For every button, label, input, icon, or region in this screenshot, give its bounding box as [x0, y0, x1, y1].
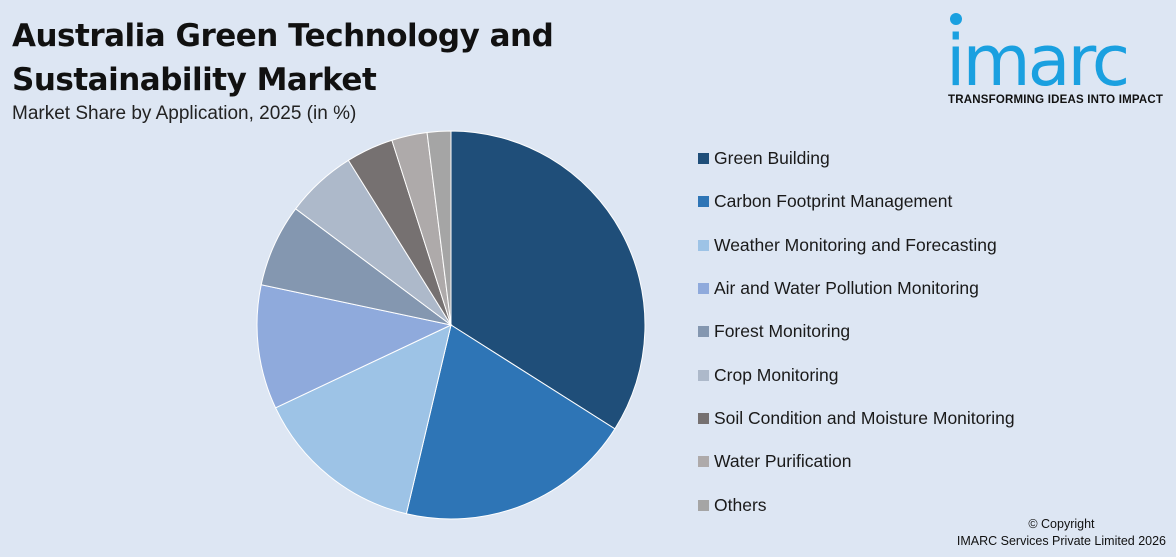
- legend-swatch-icon: [698, 412, 709, 424]
- chart-legend: Green Building Carbon Footprint Managemen…: [698, 137, 1015, 527]
- copyright-notice: © Copyright IMARC Services Private Limit…: [957, 516, 1166, 550]
- logo-dot-icon: [950, 13, 962, 25]
- legend-swatch-icon: [698, 153, 709, 165]
- legend-item-weather-monitoring-and-forecasting: Weather Monitoring and Forecasting: [698, 224, 1015, 267]
- pie-slice-green-building: [450, 130, 646, 430]
- logo-wordmark: imarc: [946, 20, 1130, 102]
- legend-label: Green Building: [714, 148, 830, 169]
- pie-slice-air-and-water-pollution-monitoring: [256, 284, 453, 409]
- legend-item-crop-monitoring: Crop Monitoring: [698, 353, 1015, 396]
- legend-swatch-icon: [698, 499, 709, 511]
- pie-slice-carbon-footprint-management: [405, 324, 616, 520]
- legend-label: Forest Monitoring: [714, 321, 851, 342]
- legend-swatch-icon: [698, 239, 709, 251]
- legend-label: Others: [714, 494, 767, 515]
- pie-slice-weather-monitoring-and-forecasting: [274, 324, 452, 515]
- legend-item-forest-monitoring: Forest Monitoring: [698, 310, 1015, 353]
- legend-item-others: Others: [698, 483, 1015, 526]
- chart-title-line-2: Sustainability Market: [12, 62, 377, 98]
- legend-swatch-icon: [698, 326, 709, 338]
- legend-label: Weather Monitoring and Forecasting: [714, 234, 997, 255]
- legend-item-water-purification: Water Purification: [698, 440, 1015, 483]
- chart-title: Australia Green Technology and Sustainab…: [12, 14, 612, 102]
- legend-item-air-and-water-pollution-monitoring: Air and Water Pollution Monitoring: [698, 267, 1015, 310]
- legend-item-green-building: Green Building: [698, 137, 1015, 180]
- copyright-line-2: IMARC Services Private Limited 2026: [956, 534, 1166, 548]
- legend-swatch-icon: [698, 196, 709, 208]
- legend-label: Crop Monitoring: [714, 364, 839, 385]
- legend-label: Water Purification: [714, 451, 852, 472]
- imarc-logo: imarc TRANSFORMING IDEAS INTO IMPACT: [946, 12, 1172, 112]
- legend-swatch-icon: [698, 369, 709, 381]
- legend-label: Soil Condition and Moisture Monitoring: [714, 407, 1015, 428]
- chart-title-line-1: Australia Green Technology and: [12, 18, 554, 54]
- logo-tagline: TRANSFORMING IDEAS INTO IMPACT: [948, 94, 1164, 106]
- legend-swatch-icon: [698, 456, 709, 468]
- copyright-line-1: © Copyright: [1028, 517, 1095, 531]
- legend-item-carbon-footprint-management: Carbon Footprint Management: [698, 180, 1015, 223]
- legend-swatch-icon: [698, 283, 709, 295]
- pie-slice-others: [426, 130, 452, 326]
- chart-subtitle: Market Share by Application, 2025 (in %): [12, 103, 357, 124]
- legend-label: Air and Water Pollution Monitoring: [714, 278, 979, 299]
- legend-label: Carbon Footprint Management: [714, 191, 953, 212]
- legend-item-soil-condition-and-moisture-monitoring: Soil Condition and Moisture Monitoring: [698, 397, 1015, 440]
